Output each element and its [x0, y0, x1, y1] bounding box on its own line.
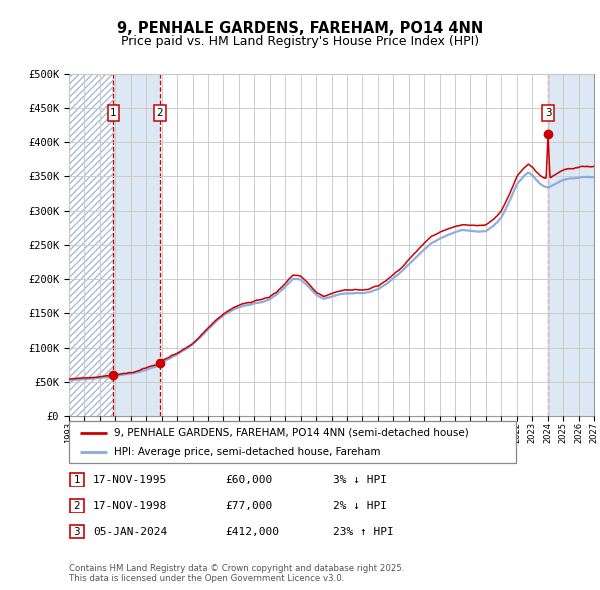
Text: 17-NOV-1998: 17-NOV-1998: [93, 501, 167, 510]
Text: 3: 3: [545, 108, 551, 118]
Bar: [113, 74, 160, 416]
Text: 9, PENHALE GARDENS, FAREHAM, PO14 4NN: 9, PENHALE GARDENS, FAREHAM, PO14 4NN: [117, 21, 483, 35]
Text: 23% ↑ HPI: 23% ↑ HPI: [333, 527, 394, 536]
Text: 1: 1: [110, 108, 117, 118]
Text: £77,000: £77,000: [225, 501, 272, 510]
Text: £412,000: £412,000: [225, 527, 279, 536]
Text: 3: 3: [73, 527, 80, 536]
Text: 3% ↓ HPI: 3% ↓ HPI: [333, 475, 387, 484]
Text: Contains HM Land Registry data © Crown copyright and database right 2025.
This d: Contains HM Land Registry data © Crown c…: [69, 563, 404, 583]
Text: £60,000: £60,000: [225, 475, 272, 484]
Text: 2% ↓ HPI: 2% ↓ HPI: [333, 501, 387, 510]
Text: HPI: Average price, semi-detached house, Fareham: HPI: Average price, semi-detached house,…: [114, 447, 380, 457]
Text: 17-NOV-1995: 17-NOV-1995: [93, 475, 167, 484]
Text: 9, PENHALE GARDENS, FAREHAM, PO14 4NN (semi-detached house): 9, PENHALE GARDENS, FAREHAM, PO14 4NN (s…: [114, 428, 469, 438]
Text: 2: 2: [157, 108, 163, 118]
Text: Price paid vs. HM Land Registry's House Price Index (HPI): Price paid vs. HM Land Registry's House …: [121, 35, 479, 48]
Text: 1: 1: [73, 475, 80, 484]
Bar: [69, 74, 113, 416]
Text: 05-JAN-2024: 05-JAN-2024: [93, 527, 167, 536]
Bar: [548, 74, 594, 416]
Text: 2: 2: [73, 501, 80, 510]
